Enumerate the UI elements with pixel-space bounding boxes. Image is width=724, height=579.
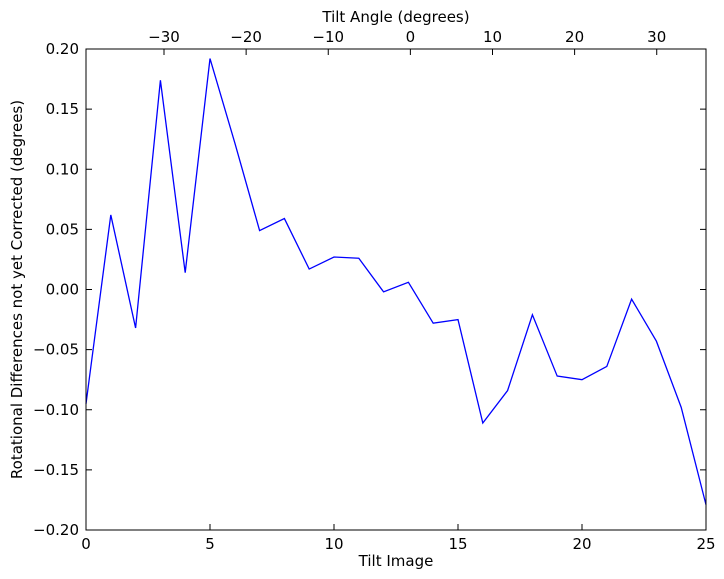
x-tick-label: 15 [448, 535, 467, 553]
y-tick-label: 0.15 [46, 100, 79, 118]
x-tick-label: 10 [324, 535, 343, 553]
series-line [85, 58, 707, 505]
labels-layer: 0 5 10 15 20 25 −30 −20 −10 0 10 20 30 −0.20 −0.15 −0.1… [33, 28, 716, 553]
x-tick-label: 0 [81, 535, 91, 553]
x-tick-label: 20 [572, 535, 591, 553]
y-tick-label: −0.10 [33, 401, 79, 419]
top-x-tick-label: 20 [565, 28, 584, 46]
y-tick-label: 0.10 [46, 160, 79, 178]
top-x-tick-label: 0 [406, 28, 416, 46]
y-axis-title: Rotational Differences not yet Corrected… [8, 100, 26, 479]
series-layer [85, 58, 707, 505]
y-tick-label: −0.15 [33, 461, 79, 479]
x-tick-label: 5 [205, 535, 215, 553]
top-x-axis-title: Tilt Angle (degrees) [321, 8, 469, 26]
plot-frame [85, 48, 707, 531]
top-x-tick-label: 10 [483, 28, 502, 46]
top-x-tick-label: −10 [312, 28, 344, 46]
x-axis-title: Tilt Image [358, 552, 434, 570]
y-tick-label: −0.05 [33, 341, 79, 359]
y-tick-label: 0.00 [46, 281, 79, 299]
y-tick-label: 0.20 [46, 40, 79, 58]
top-x-tick-label: 30 [647, 28, 666, 46]
top-x-tick-label: −30 [148, 28, 180, 46]
y-tick-label: 0.05 [46, 220, 79, 238]
y-tick-label: −0.20 [33, 521, 79, 539]
ticks-layer [85, 48, 707, 531]
x-tick-label: 25 [696, 535, 715, 553]
top-x-tick-label: −20 [230, 28, 262, 46]
